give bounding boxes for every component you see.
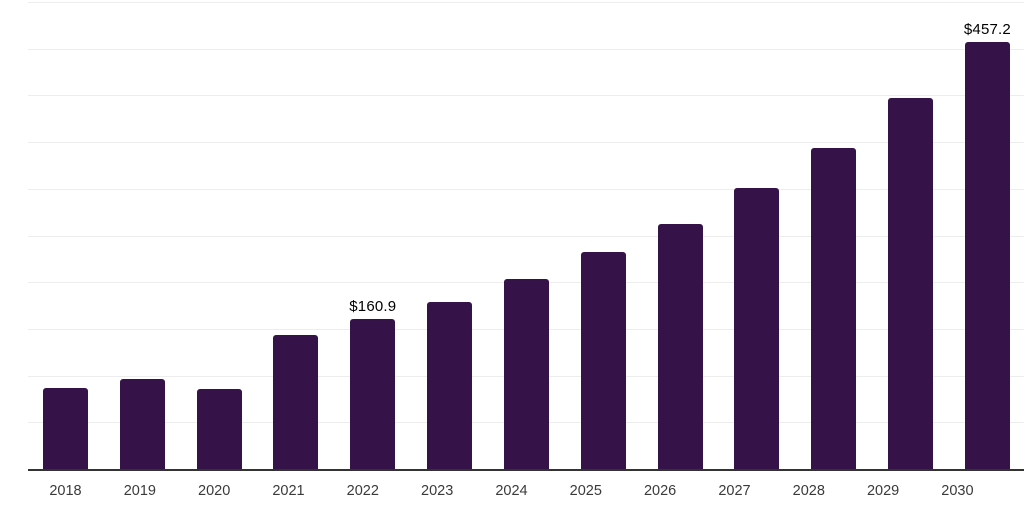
value-label-2022: $160.9 — [349, 297, 397, 315]
bar-2021 — [273, 334, 319, 469]
bar-column-2027 — [734, 2, 780, 469]
gridline-300 — [28, 188, 1024, 190]
x-tick-label-2018: 2018 — [49, 483, 82, 499]
x-tick-label-2030: 2030 — [941, 483, 974, 499]
bar-column-2023 — [427, 2, 473, 469]
plot-area: $160.9 $457.2 — [28, 2, 1024, 471]
bar-column-2021 — [273, 2, 319, 469]
x-axis-labels: 2018 2019 2020 2021 2022 2023 2024 2025 2026 2027… — [28, 483, 995, 500]
bar-2023 — [427, 302, 473, 469]
x-tick-label-2023: 2023 — [421, 483, 454, 499]
x-tick-label-2024: 2024 — [495, 483, 528, 499]
bar-column-2026 — [657, 2, 703, 469]
gridline-450 — [28, 48, 1024, 50]
x-tick-label-2020: 2020 — [198, 483, 231, 499]
x-tick-label-2026: 2026 — [643, 483, 677, 499]
gridline-400 — [28, 95, 1024, 97]
bar-column-2024 — [503, 2, 549, 469]
bar-column-2019 — [119, 2, 165, 469]
bar-column-2030: $457.2 — [963, 2, 1011, 469]
bar-2026 — [657, 223, 703, 469]
x-tick-label-2027: 2027 — [718, 483, 751, 499]
x-tick-label-2021: 2021 — [272, 483, 305, 499]
bar-column-2020 — [196, 2, 242, 469]
bar-2022 — [350, 318, 396, 469]
bar-2025 — [580, 252, 626, 469]
bar-2030 — [964, 41, 1010, 469]
bar-column-2022: $160.9 — [349, 2, 397, 469]
bar-column-2025 — [580, 2, 626, 469]
gridline-350 — [28, 142, 1024, 144]
bar-2020 — [196, 388, 242, 469]
x-tick-label-2019: 2019 — [123, 483, 156, 499]
x-tick-label-2022: 2022 — [346, 483, 379, 499]
bar-2018 — [43, 388, 88, 469]
bar-column-2018 — [43, 2, 88, 469]
gridline-250 — [28, 235, 1024, 237]
bar-2028 — [811, 147, 857, 469]
bar-2027 — [734, 188, 780, 469]
bar-column-2028 — [811, 2, 857, 469]
value-label-2030: $457.2 — [963, 20, 1011, 38]
x-tick-label-2028: 2028 — [792, 483, 825, 499]
x-tick-label-2029: 2029 — [866, 483, 900, 499]
bar-2019 — [119, 378, 165, 469]
bar-column-2029 — [888, 2, 934, 469]
gridline-500 — [28, 2, 1024, 3]
bar-2029 — [888, 97, 934, 469]
x-tick-label-2025: 2025 — [569, 483, 602, 499]
bar-2024 — [503, 279, 549, 469]
